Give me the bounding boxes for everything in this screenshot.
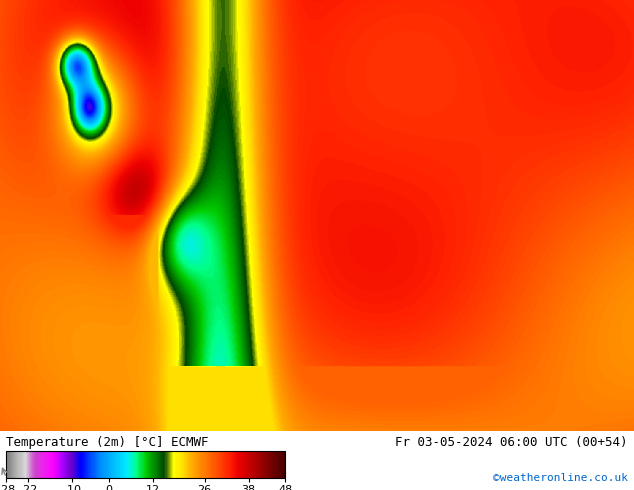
Text: ©weatheronline.co.uk: ©weatheronline.co.uk — [493, 473, 628, 483]
Text: Fr 03-05-2024 06:00 UTC (00+54): Fr 03-05-2024 06:00 UTC (00+54) — [395, 436, 628, 449]
Text: Temperature (2m) [°C] ECMWF: Temperature (2m) [°C] ECMWF — [6, 436, 209, 449]
